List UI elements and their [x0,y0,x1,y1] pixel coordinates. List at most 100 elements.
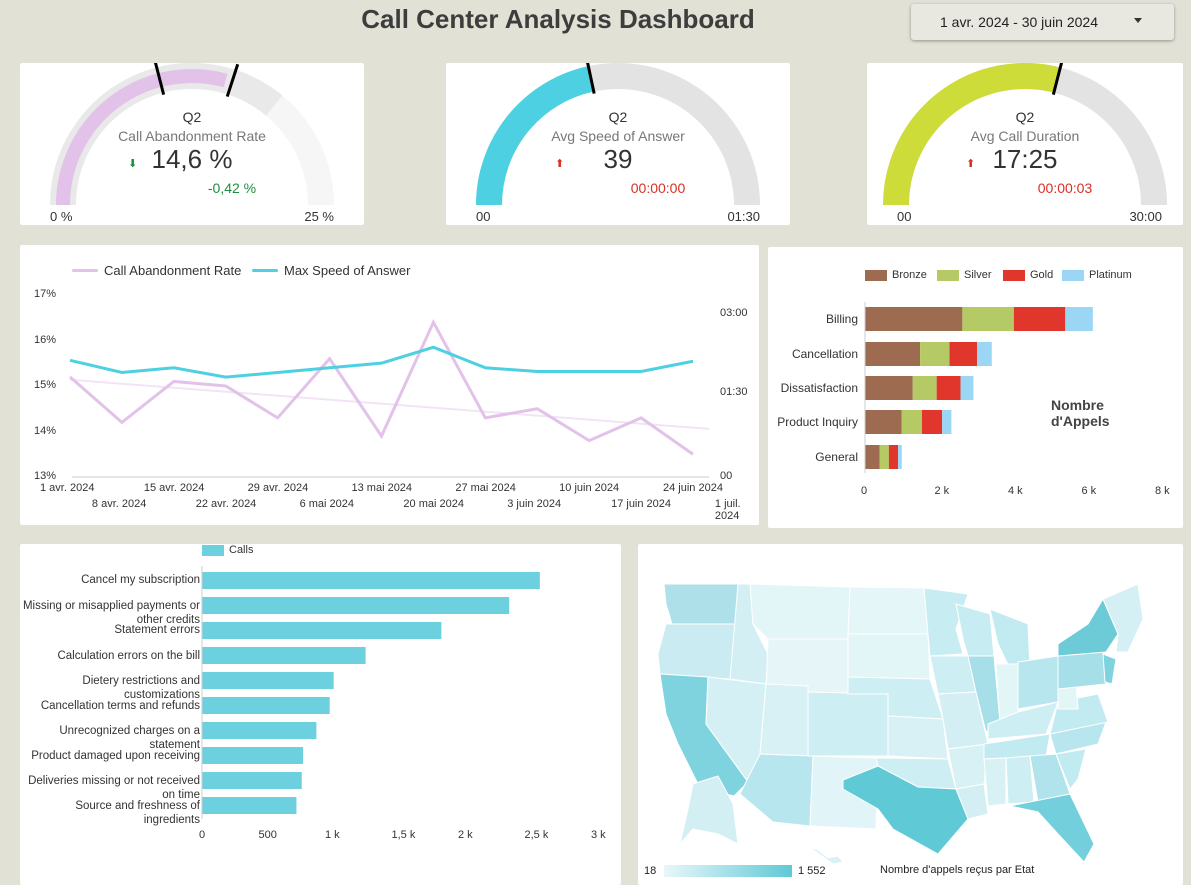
category-label: Product damaged upon receiving [31,750,200,762]
stacked-bar-segment [879,445,889,469]
gauge-delta: 00:00:00 [630,180,686,196]
x-tick: 1 k [325,829,340,841]
gauge-label: Avg Speed of Answer [551,128,685,144]
stacked-bar-segment [865,376,913,400]
category-label: Cancellation terms and refunds [40,700,200,712]
gauge-card-abandonment: Q2 Call Abandonment Rate 14,6 % -0,42 % ⬇ 0 %… [20,63,364,225]
reason-bar-card: Cancel my subscription Missing or misappl… [20,544,621,885]
state-mt [749,583,851,640]
state-pa [1057,651,1107,690]
legend-label: Gold [1030,269,1054,281]
us-map[interactable] [638,544,1183,885]
x-tick: 0 [861,485,868,497]
legend-item-gold[interactable]: Gold [1003,269,1053,281]
state-tx [842,765,969,855]
x-tick: 3 k [591,829,606,841]
gauge-target-marker [225,63,240,98]
category-label: Deliveries missing or not received on ti… [28,775,200,801]
reason-bar [202,747,304,764]
stacked-bar-segment [936,376,961,400]
y-tick-left: 16% [34,333,57,346]
state-fl [1009,793,1095,863]
gauge-target-marker [1051,63,1064,95]
gauge-svg [476,63,760,206]
y-tick-left: 15% [34,379,57,391]
reason-bar [202,697,330,714]
gauge-quarter: Q2 [182,109,202,125]
x-tick: 10 juin 2024 [559,482,620,494]
state-nj [1102,653,1117,685]
legend-item-platinum[interactable]: Platinum [1062,269,1132,281]
x-tick: 1 avr. 2024 [40,482,95,494]
stacked-bar-segment [949,342,978,366]
line-chart-card: Call Abandonment Rate Max Speed of Answe… [20,245,759,525]
stacked-bar-segment [921,410,943,434]
legend-label: Silver [964,269,992,281]
x-tick: 22 avr. 2024 [195,498,257,510]
legend-swatch [1062,269,1084,281]
stacked-bar-segment [912,376,937,400]
category-label: Dissatisfaction [780,381,858,395]
gauge-svg [50,63,334,206]
x-tick: 17 juin 2024 [611,498,672,510]
gauge-max-label: 01:30 [727,209,760,224]
date-range-label: 1 avr. 2024 - 30 juin 2024 [940,14,1099,30]
y-tick-left: 13% [34,470,57,482]
legend-item-silver[interactable]: Silver [937,269,992,281]
stacked-bar-card: Nombre d'Appels Billing Cancellation Dissa… [768,247,1183,528]
legend-abandonment[interactable]: Call Abandonment Rate [72,263,241,278]
state-la [955,783,989,820]
arrow-up-icon: ⬆ [966,158,976,170]
stacked-bar-segment [865,342,921,366]
legend-calls[interactable]: Calls [202,544,253,556]
page-title: Call Center Analysis Dashboard [361,4,755,34]
reason-bar [202,672,334,689]
legend-swatch [202,544,224,556]
x-tick: 29 avr. 2024 [247,482,309,494]
gauge-fill [883,63,1061,206]
legend-speed[interactable]: Max Speed of Answer [252,263,410,278]
map-caption: Nombre d'appels reçus par Etat [880,864,1035,876]
gauge-delta: 00:00:03 [1037,180,1093,196]
legend-swatch [865,269,887,281]
legend-label: Calls [229,544,254,556]
stacked-bar-segment [1065,307,1093,331]
gauge-card-speed: Q2 Avg Speed of Answer 39 00:00:00 ⬆ 00 01:30 [446,63,790,225]
map-legend-min: 18 [644,865,657,877]
category-label: Source and freshness of ingredients [75,800,200,826]
gauge-value: 39 [603,144,633,174]
legend-item-bronze[interactable]: Bronze [865,269,927,281]
state-oh [1017,655,1059,710]
gauge-delta: -0,42 % [207,180,257,196]
x-tick: 20 mai 2024 [403,498,464,510]
gauge-label: Call Abandonment Rate [118,128,266,144]
stacked-bar-svg [864,302,1093,473]
legend-swatch [1003,269,1025,281]
axis-title: Nombre d'Appels [1051,397,1110,429]
state-ks [887,715,949,760]
gauge-svg [883,63,1167,206]
state-al [1005,755,1035,805]
x-tick: 27 mai 2024 [455,482,516,494]
gauge-value: 14,6 % [151,144,233,174]
gauge-quarter: Q2 [1015,109,1035,125]
reason-bar [202,647,366,664]
gauge-max-label: 25 % [304,209,334,224]
legend-label: Bronze [892,269,927,281]
state-ak [679,775,739,845]
date-range-picker[interactable]: 1 avr. 2024 - 30 juin 2024 [911,4,1174,40]
line-chart-svg [69,318,710,478]
gauge-min-label: 00 [897,209,912,224]
category-label: Cancel my subscription [81,574,200,586]
state-hi [807,845,844,865]
series-line-speed [69,345,694,379]
stacked-bar-segment [898,445,902,469]
y-tick-left: 14% [34,424,57,437]
x-tick: 0 [199,829,206,841]
reason-bar [202,622,442,639]
gauge-target-marker [153,63,166,95]
x-tick: 2 k [934,485,950,497]
x-tick: 24 juin 2024 [663,482,723,494]
x-tick: 2 k [458,829,473,841]
x-tick: 3 juin 2024 [507,498,562,510]
